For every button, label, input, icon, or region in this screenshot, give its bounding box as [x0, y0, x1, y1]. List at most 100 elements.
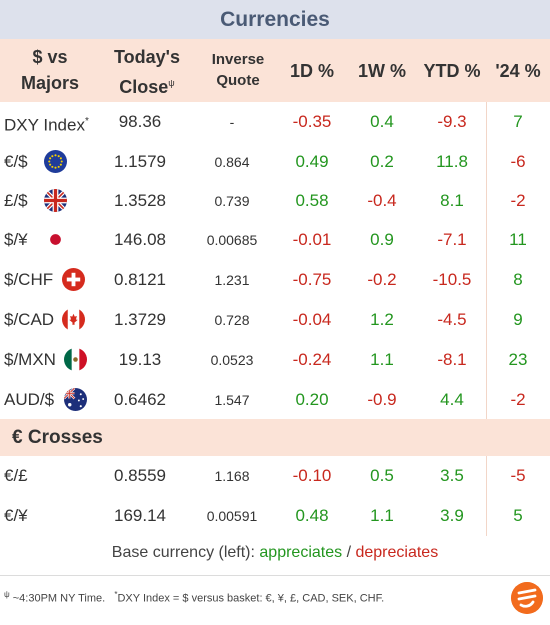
table-row: $/MXN 19.13 0.0523 -0.24 1.1 -8.1 23 [0, 340, 550, 380]
table-title: Currencies [0, 0, 550, 39]
change-2024: -2 [510, 191, 526, 210]
table-row: $/CHF 0.8121 1.231 -0.75 -0.2 -10.5 8 [0, 260, 550, 300]
canada-flag-icon [62, 308, 85, 331]
change-1w: 1.1 [370, 506, 394, 525]
close-value: 169.14 [114, 506, 166, 525]
change-1d: -0.10 [292, 466, 332, 485]
mexico-flag-icon [64, 348, 87, 371]
pair-name: $/CHF [4, 270, 54, 289]
footnote-time: ~4:30PM NY Time. [9, 592, 106, 605]
change-2024: 7 [513, 112, 523, 131]
change-1w: 0.9 [370, 230, 394, 249]
table-row: €/¥ 169.14 0.00591 0.48 1.1 3.9 5 [0, 496, 550, 536]
close-value: 1.3729 [114, 310, 166, 329]
pair-name: DXY Index* [4, 102, 89, 142]
change-1d: -0.04 [292, 310, 332, 329]
change-1d: 0.20 [295, 390, 329, 409]
change-1w: 0.4 [370, 112, 394, 131]
change-ytd: 3.5 [440, 466, 464, 485]
table-row: AUD/$ 0.6462 1.547 0.20 -0.9 4.4 -2 [0, 380, 550, 420]
inverse-value: 0.739 [214, 193, 250, 209]
table-row: €/$ 1.1579 0.864 0.49 0.2 11.8 -6 [0, 142, 550, 182]
inverse-value: 0.00685 [206, 232, 258, 248]
brand-logo-icon [511, 582, 543, 614]
col-header-pair-line1: $ vs [32, 47, 68, 67]
pair-name: $/CAD [4, 310, 55, 329]
change-1w: -0.4 [367, 191, 397, 210]
legend-separator: / [342, 544, 356, 561]
change-1w: 1.1 [370, 350, 394, 369]
change-ytd: -4.5 [437, 310, 467, 329]
close-time-mark: ψ [168, 78, 175, 88]
change-2024: 11 [509, 230, 527, 249]
table-row: $/CAD 1.3729 0.728 -0.04 1.2 -4.5 9 [0, 300, 550, 340]
dxy-footnote-mark: * [84, 116, 89, 127]
change-1d: 0.48 [295, 506, 329, 525]
pair-name: AUD/$ [4, 390, 55, 409]
close-value: 0.8559 [114, 466, 166, 485]
change-1w: -0.9 [367, 390, 397, 409]
inverse-value: - [229, 114, 235, 130]
footer-divider [0, 575, 550, 576]
col-header-close: Today's Closeψ [100, 44, 194, 100]
change-1d: -0.01 [292, 230, 332, 249]
pair-name: €/¥ [4, 506, 28, 525]
change-2024: 23 [508, 350, 528, 369]
close-value: 1.3528 [114, 191, 166, 210]
change-2024: 8 [513, 270, 523, 289]
change-1d: -0.24 [292, 350, 332, 369]
change-ytd: 8.1 [440, 191, 464, 210]
change-ytd: 3.9 [440, 506, 464, 525]
footnote-mark: * [114, 590, 118, 599]
change-2024: -2 [510, 390, 526, 409]
table-row: DXY Index* 98.36 - -0.35 0.4 -9.3 7 [0, 102, 550, 142]
inverse-value: 0.728 [214, 312, 250, 328]
uk-flag-icon [44, 189, 67, 212]
change-1w: 0.2 [370, 152, 394, 171]
inverse-value: 1.547 [214, 392, 250, 408]
change-1w: 0.5 [370, 466, 394, 485]
inverse-value: 0.864 [214, 154, 250, 170]
footnote-mark: ψ [4, 590, 10, 599]
change-2024: -6 [510, 152, 526, 171]
swiss-flag-icon [62, 268, 85, 291]
pair-name: €/£ [4, 466, 28, 485]
pair-name: €/$ [4, 152, 28, 171]
close-value: 98.36 [118, 112, 162, 131]
footnote: ψ ~4:30PM NY Time. *DXY Index = $ versus… [4, 585, 384, 609]
inverse-value: 1.168 [214, 468, 250, 484]
change-ytd: 11.8 [436, 152, 468, 171]
change-ytd: -9.3 [437, 112, 467, 131]
change-2024: 9 [513, 310, 523, 329]
col-header-1d: 1D % [289, 61, 334, 81]
color-legend: Base currency (left): appreciates / depr… [0, 538, 550, 568]
col-header-1w: 1W % [357, 61, 406, 81]
pair-name: £/$ [4, 191, 28, 210]
col-header-close-line2: Close [119, 77, 169, 97]
inverse-value: 0.00591 [206, 508, 258, 524]
section-header: € Crosses [0, 419, 550, 456]
legend-prefix: Base currency (left): [111, 544, 260, 561]
close-value: 19.13 [118, 350, 162, 369]
section-title: € Crosses [12, 427, 103, 448]
table-row: $/¥ 146.08 0.00685 -0.01 0.9 -7.1 11 [0, 220, 550, 260]
legend-depreciates: depreciates [355, 544, 439, 561]
col-header-pair: $ vs Majors [0, 44, 100, 96]
pair-label: DXY Index [4, 115, 85, 135]
footnote-dxy: DXY Index = $ versus basket: €, ¥, £, CA… [117, 592, 385, 605]
change-1d: -0.35 [292, 112, 332, 131]
change-ytd: -8.1 [437, 350, 467, 369]
col-header-inverse: Inverse Quote [196, 49, 280, 91]
change-1w: -0.2 [367, 270, 397, 289]
legend-appreciates: appreciates [259, 544, 343, 561]
col-header-inverse-line1: Inverse [211, 51, 265, 68]
change-1d: 0.49 [295, 152, 329, 171]
inverse-value: 0.0523 [210, 352, 254, 368]
eu-flag-icon [44, 150, 67, 173]
inverse-value: 1.231 [214, 272, 250, 288]
column-divider [486, 102, 487, 420]
column-header-row: $ vs Majors Today's Closeψ Inverse Quote… [0, 39, 550, 102]
change-ytd: -10.5 [432, 270, 472, 289]
japan-flag-icon [44, 228, 67, 251]
change-ytd: 4.4 [440, 390, 464, 409]
